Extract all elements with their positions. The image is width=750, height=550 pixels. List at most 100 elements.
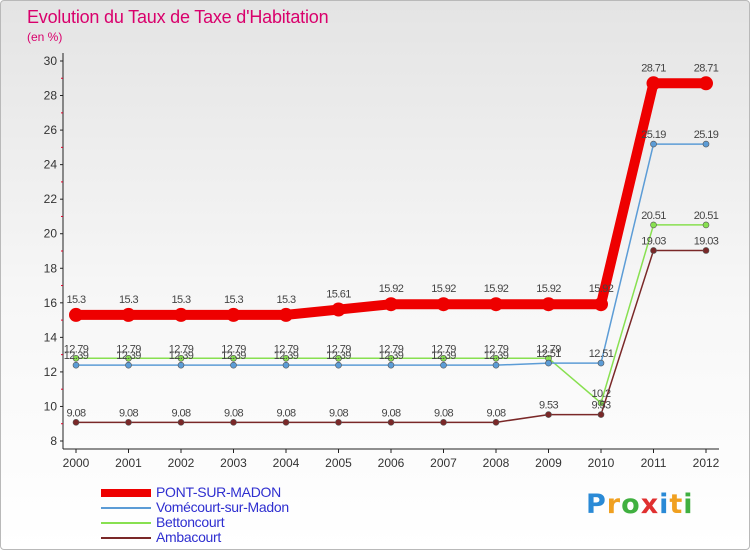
data-label: 20.51 <box>641 210 666 222</box>
proxiti-logo: Proxiti <box>586 489 694 520</box>
data-point <box>335 419 342 426</box>
data-label: 28.71 <box>694 62 719 74</box>
data-point <box>282 419 290 426</box>
data-point <box>440 354 447 362</box>
data-label: 25.19 <box>641 129 666 141</box>
data-label: 9.08 <box>276 407 295 419</box>
data-label: 15.92 <box>536 283 561 295</box>
data-point <box>125 354 132 362</box>
logo-letter: x <box>640 489 660 520</box>
data-point <box>650 221 657 229</box>
data-label: 12.79 <box>274 343 299 355</box>
axes: 8 10 12 14 16 18 20 22 24 26 28 30 2000 2001 2002 2003 2… <box>44 53 720 470</box>
x-tick-label: 2005 <box>325 456 352 470</box>
data-point <box>597 399 605 407</box>
x-tick-label: 2010 <box>588 456 615 470</box>
data-point <box>387 354 395 362</box>
data-label: 12.51 <box>536 348 561 360</box>
logo-letter: P <box>586 489 607 520</box>
x-tick-label: 2012 <box>693 456 720 470</box>
data-label: 12.79 <box>116 343 141 355</box>
data-label: 12.39 <box>431 350 456 362</box>
x-tick-label: 2001 <box>115 456 142 470</box>
data-label: 12.39 <box>326 350 351 362</box>
y-tick-label: 10 <box>44 399 58 413</box>
y-tick-label: 12 <box>44 365 58 379</box>
data-label: 12.39 <box>221 350 246 362</box>
data-label: 10.2 <box>591 388 610 400</box>
data-label: 9.53 <box>591 400 610 412</box>
data-point <box>597 359 605 367</box>
data-point <box>335 361 342 369</box>
legend-label: Vomécourt-sur-Madon <box>156 499 289 515</box>
data-point <box>492 361 500 369</box>
data-label: 9.08 <box>381 407 400 419</box>
data-point <box>279 307 293 322</box>
data-point <box>72 361 80 369</box>
data-point <box>282 361 290 369</box>
legend-swatch <box>101 489 151 497</box>
data-point <box>489 297 503 312</box>
data-label: 9.53 <box>539 400 558 412</box>
data-point <box>387 419 395 426</box>
data-label: 12.79 <box>169 343 194 355</box>
data-point <box>545 411 552 418</box>
data-point <box>492 354 500 362</box>
data-label: 12.79 <box>484 343 509 355</box>
data-point <box>541 297 556 312</box>
data-label: 12.39 <box>116 350 141 362</box>
y-tick-label: 16 <box>44 296 58 310</box>
y-tick-label: 22 <box>44 192 58 206</box>
data-label: 12.39 <box>379 350 404 362</box>
data-point <box>69 307 83 322</box>
data-point <box>177 361 185 369</box>
chart-subtitle: (en %) <box>27 30 63 44</box>
data-label: 9.08 <box>119 407 138 419</box>
data-point <box>594 297 608 312</box>
data-point <box>646 76 661 91</box>
data-label: 15.61 <box>326 289 351 301</box>
data-point <box>702 221 710 229</box>
data-label: 15.92 <box>484 283 509 295</box>
data-point <box>282 354 290 362</box>
data-label: 12.39 <box>274 350 299 362</box>
y-tick-label: 28 <box>44 89 58 103</box>
legend-item-vomecourt-sur-madon: Vomécourt-sur-Madon <box>101 500 401 515</box>
legend-label: Ambacourt <box>156 529 221 545</box>
data-point <box>650 140 657 148</box>
legend-swatch <box>101 507 151 509</box>
data-point <box>125 361 132 369</box>
x-tick-label: 2009 <box>535 456 562 470</box>
y-tick-label: 8 <box>50 434 57 448</box>
data-point <box>121 307 136 322</box>
y-tick-label: 30 <box>44 54 58 68</box>
y-tick-label: 24 <box>44 158 58 172</box>
chart-title: Evolution du Taux de Taxe d'Habitation <box>27 7 329 27</box>
data-point <box>226 307 241 322</box>
data-label: 9.08 <box>329 407 348 419</box>
data-point <box>387 361 395 369</box>
logo-letter: i <box>659 489 670 520</box>
data-label: 15.92 <box>431 283 456 295</box>
data-point <box>702 140 710 148</box>
data-label: 12.51 <box>589 348 614 360</box>
data-label: 12.79 <box>221 343 246 355</box>
legend-label: Bettoncourt <box>156 514 225 530</box>
data-label: 12.79 <box>431 343 456 355</box>
data-point <box>72 354 80 362</box>
data-point <box>174 307 188 322</box>
x-tick-label: 2003 <box>220 456 247 470</box>
x-tick-label: 2006 <box>378 456 405 470</box>
data-label: 15.3 <box>276 294 295 306</box>
data-point <box>335 354 342 362</box>
x-tick-label: 2011 <box>641 456 667 470</box>
y-tick-label: 26 <box>44 123 58 137</box>
data-point <box>597 411 605 418</box>
data-point <box>492 419 500 426</box>
data-label: 15.3 <box>66 294 85 306</box>
data-label: 12.79 <box>379 343 404 355</box>
data-label: 19.03 <box>641 235 666 247</box>
x-tick-label: 2000 <box>63 456 90 470</box>
